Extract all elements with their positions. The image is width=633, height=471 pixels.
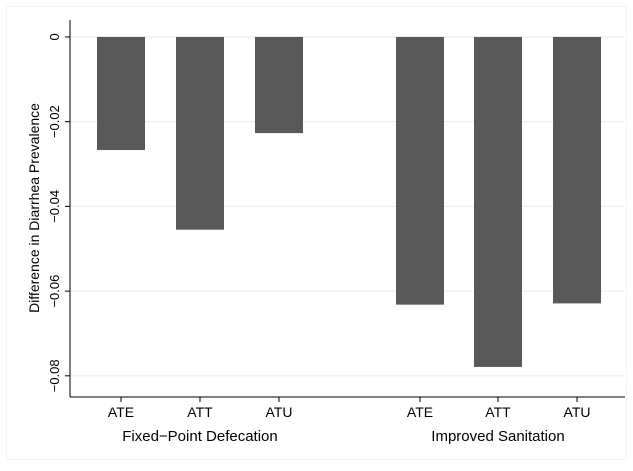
bar [97, 36, 145, 151]
bars [97, 36, 601, 367]
y-tick-label: −0.04 [47, 190, 62, 223]
x-category-label: ATT [187, 404, 213, 420]
tick-labels: 0 −0.02 −0.04 −0.06 −0.08 ATE ATT ATU Fixed−Poin… [47, 33, 590, 445]
bar [553, 36, 601, 304]
x-category-label: ATE [407, 404, 433, 420]
x-group-label: Fixed−Point Defecation [122, 428, 278, 445]
y-tick-label: −0.02 [47, 105, 62, 138]
x-category-label: ATU [266, 404, 293, 420]
y-tick-label: −0.08 [47, 359, 62, 392]
x-category-label: ATU [564, 404, 591, 420]
y-axis-title: Difference in Diarrhea Prevalence [26, 103, 42, 313]
x-category-label: ATT [485, 404, 511, 420]
x-group-label: Improved Sanitation [431, 428, 564, 445]
y-tick-label: 0 [47, 33, 62, 40]
bar [176, 36, 224, 230]
bar [255, 36, 303, 134]
x-category-label: ATE [108, 404, 134, 420]
y-tick-label: −0.06 [47, 275, 62, 308]
bar [396, 36, 444, 305]
gridlines [70, 36, 625, 377]
bar [474, 36, 522, 367]
axes [69, 20, 625, 398]
